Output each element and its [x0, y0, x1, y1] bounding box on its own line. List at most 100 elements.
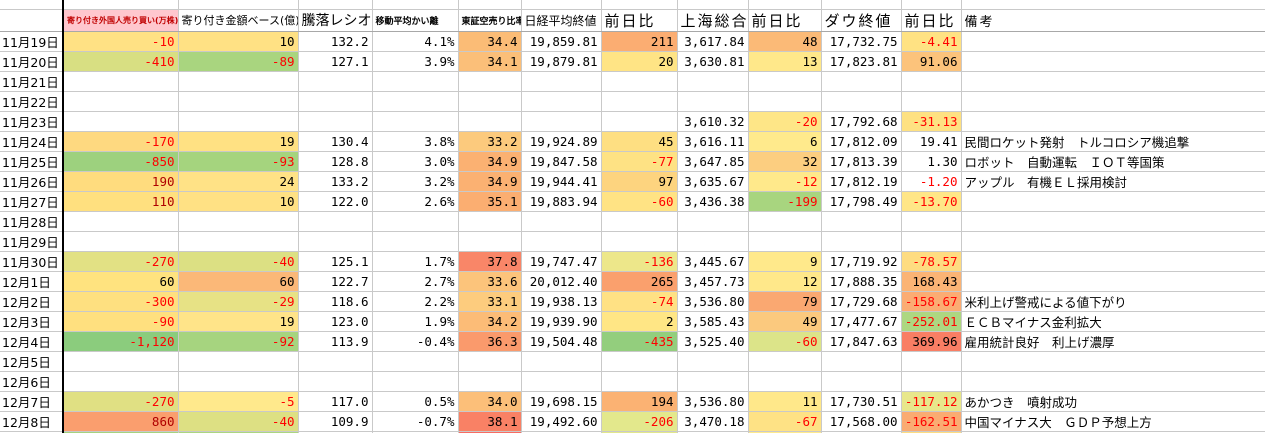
- cell-nikkei-change[interactable]: 97: [601, 171, 678, 192]
- cell-date[interactable]: 12月6日: [0, 371, 64, 392]
- cell-amount-base[interactable]: [178, 71, 299, 92]
- cell-amount-base[interactable]: [178, 231, 299, 252]
- cell-ma-divergence[interactable]: 3.9%: [372, 51, 459, 72]
- cell-short-ratio[interactable]: [458, 211, 522, 232]
- cell-short-ratio[interactable]: 34.4: [458, 31, 522, 52]
- cell-date[interactable]: 12月8日: [0, 411, 64, 432]
- cell-foreign-volume[interactable]: [63, 111, 179, 132]
- cell-shanghai-change[interactable]: 2: [748, 431, 822, 433]
- cell-dow-change[interactable]: [901, 371, 962, 392]
- cell-dow-change[interactable]: 19.41: [901, 131, 962, 152]
- cell-nikkei-change[interactable]: 2: [601, 311, 678, 332]
- cell-date[interactable]: 11月28日: [0, 211, 64, 232]
- cell-amount-base[interactable]: 19: [178, 311, 299, 332]
- cell-amount-base[interactable]: 24: [178, 171, 299, 192]
- cell-foreign-volume[interactable]: [63, 71, 179, 92]
- cell-updown-ratio[interactable]: [298, 91, 373, 112]
- cell-date[interactable]: 11月25日: [0, 151, 64, 172]
- cell-ma-divergence[interactable]: [372, 431, 459, 433]
- cell-ma-divergence[interactable]: 4.1%: [372, 31, 459, 52]
- column-header-ma-divergence[interactable]: 移動平均かい離: [372, 9, 459, 32]
- cell-amount-base[interactable]: -83: [178, 431, 299, 433]
- cell-updown-ratio[interactable]: [298, 371, 373, 392]
- cell-foreign-volume[interactable]: [63, 91, 179, 112]
- cell-dow-change[interactable]: [901, 351, 962, 372]
- cell-remarks[interactable]: 中国マイナス大 ＧＤＰ予想上方: [961, 411, 1265, 432]
- cell-date[interactable]: 12月7日: [0, 391, 64, 412]
- cell-remarks[interactable]: [961, 271, 1265, 292]
- cell-amount-base[interactable]: -92: [178, 331, 299, 352]
- cell-updown-ratio[interactable]: [298, 231, 373, 252]
- cell-dow-change[interactable]: -31.13: [901, 111, 962, 132]
- column-header-updown-ratio[interactable]: 騰落レシオ: [298, 9, 373, 32]
- cell-dow-close[interactable]: [821, 351, 902, 372]
- cell-nikkei-close[interactable]: 19,698.15: [521, 391, 602, 412]
- cell-ma-divergence[interactable]: [372, 231, 459, 252]
- cell-nikkei-change[interactable]: [601, 231, 678, 252]
- cell-remarks[interactable]: [961, 371, 1265, 392]
- cell-foreign-volume[interactable]: 860: [63, 411, 179, 432]
- cell-nikkei-close[interactable]: 19,938.13: [521, 291, 602, 312]
- cell-ma-divergence[interactable]: 0.5%: [372, 391, 459, 412]
- cell-shanghai-change[interactable]: 11: [748, 391, 822, 412]
- cell-nikkei-change[interactable]: 194: [601, 391, 678, 412]
- cell-nikkei-close[interactable]: 19,492.60: [521, 411, 602, 432]
- cell-nikkei-close[interactable]: 19,939.90: [521, 311, 602, 332]
- cell-short-ratio[interactable]: 34.9: [458, 151, 522, 172]
- cell-short-ratio[interactable]: 37.8: [458, 251, 522, 272]
- cell-shanghai-change[interactable]: 48: [748, 31, 822, 52]
- cell-shanghai-index[interactable]: 3,635.67: [677, 171, 749, 192]
- cell-updown-ratio[interactable]: 117.0: [298, 391, 373, 412]
- cell-amount-base[interactable]: [178, 351, 299, 372]
- cell-nikkei-change[interactable]: [601, 371, 678, 392]
- cell-updown-ratio[interactable]: 118.6: [298, 291, 373, 312]
- cell-ma-divergence[interactable]: [372, 111, 459, 132]
- cell-foreign-volume[interactable]: [63, 211, 179, 232]
- cell-dow-close[interactable]: [821, 231, 902, 252]
- cell-shanghai-index[interactable]: 3,536.80: [677, 291, 749, 312]
- cell-dow-close[interactable]: 17,477.67: [821, 311, 902, 332]
- cell-remarks[interactable]: [961, 351, 1265, 372]
- cell-shanghai-change[interactable]: 12: [748, 271, 822, 292]
- cell-shanghai-index[interactable]: 3,630.81: [677, 51, 749, 72]
- cell-dow-close[interactable]: 17,798.49: [821, 191, 902, 212]
- column-header-short-ratio[interactable]: 東証空売り比率: [458, 9, 522, 32]
- cell-nikkei-close[interactable]: 19,504.48: [521, 331, 602, 352]
- cell-date[interactable]: 12月3日: [0, 311, 64, 332]
- cell-short-ratio[interactable]: [458, 351, 522, 372]
- cell-dow-change[interactable]: -158.67: [901, 291, 962, 312]
- cell-shanghai-change[interactable]: -12: [748, 171, 822, 192]
- cell-remarks[interactable]: あかつき 噴射成功: [961, 391, 1265, 412]
- cell-remarks[interactable]: [961, 91, 1265, 112]
- cell-foreign-volume[interactable]: [63, 371, 179, 392]
- cell-foreign-volume[interactable]: -270: [63, 251, 179, 272]
- cell-short-ratio[interactable]: [458, 111, 522, 132]
- cell-date[interactable]: 11月30日: [0, 251, 64, 272]
- cell-nikkei-close[interactable]: 19,944.41: [521, 171, 602, 192]
- cell-date[interactable]: 11月23日: [0, 111, 64, 132]
- cell-dow-close[interactable]: 17,847.63: [821, 331, 902, 352]
- cell-dow-close[interactable]: 17,732.75: [821, 31, 902, 52]
- cell-remarks[interactable]: [961, 251, 1265, 272]
- cell-updown-ratio[interactable]: 122.7: [298, 271, 373, 292]
- column-header-nikkei-close[interactable]: 日経平均終値: [521, 9, 602, 32]
- cell-shanghai-change[interactable]: 79: [748, 291, 822, 312]
- cell-date[interactable]: 12月4日: [0, 331, 64, 352]
- cell-updown-ratio[interactable]: 123.0: [298, 311, 373, 332]
- column-header-shanghai-change[interactable]: 前日比: [748, 9, 822, 32]
- cell-nikkei-close[interactable]: [521, 371, 602, 392]
- cell-updown-ratio[interactable]: 109.9: [298, 411, 373, 432]
- cell-ma-divergence[interactable]: [372, 71, 459, 92]
- cell-updown-ratio[interactable]: 122.0: [298, 191, 373, 212]
- cell-shanghai-index[interactable]: [677, 91, 749, 112]
- cell-nikkei-close[interactable]: [521, 91, 602, 112]
- cell-date[interactable]: 11月21日: [0, 71, 64, 92]
- cell-updown-ratio[interactable]: [298, 351, 373, 372]
- cell-foreign-volume[interactable]: -410: [63, 51, 179, 72]
- cell-date[interactable]: 12月1日: [0, 271, 64, 292]
- cell-short-ratio[interactable]: 35.1: [458, 191, 522, 212]
- cell-shanghai-change[interactable]: -20: [748, 111, 822, 132]
- cell-dow-close[interactable]: 17,792.68: [821, 111, 902, 132]
- cell-foreign-volume[interactable]: 60: [63, 271, 179, 292]
- cell-ma-divergence[interactable]: 3.2%: [372, 171, 459, 192]
